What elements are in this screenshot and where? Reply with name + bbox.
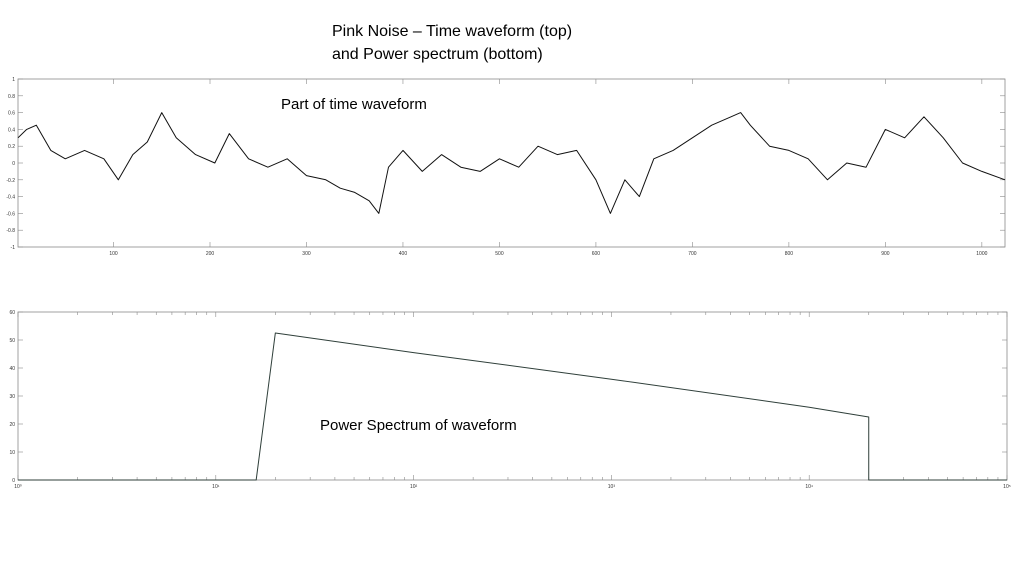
slide-title: Pink Noise – Time waveform (top) and Pow…	[332, 20, 572, 66]
time-waveform-y-tick-label: -0.4	[6, 195, 15, 201]
time-waveform-y-tick-label: 0.8	[8, 94, 15, 100]
time-waveform-annotation: Part of time waveform	[281, 96, 427, 113]
time-waveform-x-tick-label: 100	[109, 251, 118, 257]
power-spectrum-x-tick-label: 10⁵	[1003, 484, 1011, 490]
time-waveform-x-tick-label: 400	[399, 251, 408, 257]
time-waveform-y-tick-label: 0.6	[8, 111, 15, 117]
time-waveform-x-tick-label: 200	[206, 251, 215, 257]
time-waveform-x-tick-label: 700	[688, 251, 697, 257]
time-waveform-y-tick-label: -1	[11, 245, 16, 251]
time-waveform-x-tick-label: 800	[785, 251, 794, 257]
time-waveform-y-tick-label: -0.6	[6, 211, 15, 217]
power-spectrum-x-tick-label: 10²	[410, 484, 418, 490]
time-waveform-y-tick-label: 0	[12, 161, 15, 167]
power-spectrum-axes-frame	[17, 311, 1008, 481]
time-waveform-y-tick-label: -0.8	[6, 228, 15, 234]
time-waveform-x-tick-label: 500	[495, 251, 504, 257]
power-spectrum-annotation: Power Spectrum of waveform	[320, 417, 517, 434]
slide-title-line2: and Power spectrum (bottom)	[332, 46, 543, 63]
power-spectrum-y-tick-label: 20	[9, 422, 15, 428]
power-spectrum-y-tick-label: 30	[9, 394, 15, 400]
time-waveform-y-tick-label: -0.2	[6, 178, 15, 184]
power-spectrum-x-tick-label: 10⁴	[805, 484, 813, 490]
time-waveform-axes-frame	[17, 78, 1006, 248]
power-spectrum-y-tick-label: 40	[9, 366, 15, 372]
time-waveform-y-tick-label: 0.2	[8, 144, 15, 150]
time-waveform-chart: 100 200 300 400 500 600 700 800 900 1000 -1 -0.8 -0.…	[6, 77, 1006, 257]
power-spectrum-x-tick-label: 10⁰	[14, 484, 22, 490]
time-waveform-x-tick-label: 300	[302, 251, 311, 257]
power-spectrum-x-tick-label: 10³	[608, 484, 616, 490]
power-spectrum-series-line	[18, 332, 1007, 481]
power-spectrum-y-tick-label: 60	[9, 310, 15, 316]
power-spectrum-chart: 10⁰ 10¹ 10² 10³ 10⁴ 10⁵ 0 10 20 30 40 50 60	[9, 310, 1010, 490]
power-spectrum-y-tick-label: 0	[12, 478, 15, 484]
time-waveform-x-tick-label: 1000	[976, 251, 987, 257]
slide-title-line1: Pink Noise – Time waveform (top)	[332, 23, 573, 40]
power-spectrum-x-tick-label: 10¹	[212, 484, 220, 490]
power-spectrum-y-tick-label: 50	[9, 338, 15, 344]
power-spectrum-y-tick-label: 10	[9, 450, 15, 456]
time-waveform-x-tick-label: 900	[881, 251, 890, 257]
time-waveform-y-tick-label: 0.4	[8, 127, 15, 133]
time-waveform-y-tick-label: 1	[12, 77, 15, 83]
time-waveform-series-line	[17, 112, 1006, 214]
time-waveform-x-tick-label: 600	[592, 251, 601, 257]
